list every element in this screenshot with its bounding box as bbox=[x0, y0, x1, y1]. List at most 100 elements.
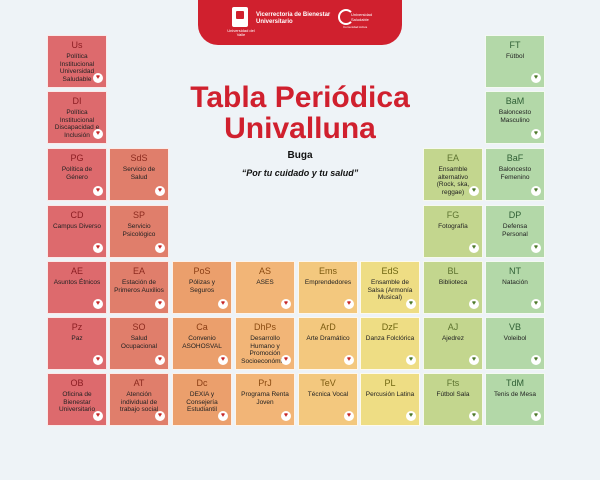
element-symbol: AS bbox=[258, 266, 271, 276]
element-cell-tdm-8-7[interactable]: TdM Tenis de Mesa ♥ bbox=[485, 373, 545, 426]
element-symbol: FG bbox=[446, 210, 460, 220]
element-symbol: FT bbox=[509, 40, 521, 50]
heart-icon: ♥ bbox=[281, 299, 291, 309]
element-cell-pg-1-3[interactable]: PG Política de Género ♥ bbox=[47, 148, 107, 201]
heart-icon: ♥ bbox=[155, 299, 165, 309]
heart-icon: ♥ bbox=[93, 243, 103, 253]
element-cell-eds-6-5[interactable]: EdS Ensamble de Salsa (Armonía Musical) ♥ bbox=[360, 261, 420, 314]
heart-icon: ♥ bbox=[155, 243, 165, 253]
element-cell-baf-8-3[interactable]: BaF Baloncesto Femenino ♥ bbox=[485, 148, 545, 201]
element-cell-ft-8-1[interactable]: FT Fútbol ♥ bbox=[485, 35, 545, 88]
element-cell-ea-2-5[interactable]: EA Estación de Primeros Auxilios ♥ bbox=[109, 261, 169, 314]
element-name: Biblioteca bbox=[438, 279, 468, 286]
element-name: Desarrollo Humano y Promoción Socioeconó… bbox=[241, 335, 289, 365]
element-cell-aj-7-6[interactable]: AJ Ajedrez ♥ bbox=[423, 317, 483, 370]
heart-icon: ♥ bbox=[93, 73, 103, 83]
element-cell-bam-8-2[interactable]: BaM Baloncesto Masculino ♥ bbox=[485, 91, 545, 144]
element-symbol: SP bbox=[132, 210, 145, 220]
element-cell-fts-7-7[interactable]: Fts Fútbol Sala ♥ bbox=[423, 373, 483, 426]
element-cell-pz-1-6[interactable]: Pz Paz ♥ bbox=[47, 317, 107, 370]
element-symbol: TdM bbox=[506, 378, 524, 388]
element-cell-ea-7-3[interactable]: EA Ensamble alternativo (Rock, ska, regga… bbox=[423, 148, 483, 201]
element-cell-tev-5-7[interactable]: TeV Técnica Vocal ♥ bbox=[298, 373, 358, 426]
heart-icon: ♥ bbox=[218, 299, 228, 309]
element-name: Defensa Personal bbox=[502, 223, 528, 238]
element-name: Servicio Psicológico bbox=[122, 223, 156, 238]
element-cell-ems-5-5[interactable]: Ems Emprendedores ♥ bbox=[298, 261, 358, 314]
element-cell-dp-8-4[interactable]: DP Defensa Personal ♥ bbox=[485, 205, 545, 258]
heart-icon: ♥ bbox=[531, 129, 541, 139]
element-cell-us-1-1[interactable]: Us Política Institucional Universidad Sal… bbox=[47, 35, 107, 88]
element-symbol: EA bbox=[132, 266, 145, 276]
heart-icon: ♥ bbox=[469, 299, 479, 309]
element-cell-nt-8-5[interactable]: NT Natación ♥ bbox=[485, 261, 545, 314]
element-name: Fútbol bbox=[505, 53, 525, 60]
heart-icon: ♥ bbox=[155, 355, 165, 365]
slogan: “Por tu cuidado y tu salud” bbox=[241, 168, 359, 178]
element-symbol: DhPs bbox=[253, 322, 276, 332]
element-cell-ob-1-7[interactable]: OB Oficina de Bienestar Universitario ♥ bbox=[47, 373, 107, 426]
element-name: Salud Ocupacional bbox=[120, 335, 158, 350]
element-cell-dc-3-7[interactable]: Dc DEXIA y Consejería Estudiantil ♥ bbox=[172, 373, 232, 426]
element-cell-dzf-6-6[interactable]: DzF Danza Folclórica ♥ bbox=[360, 317, 420, 370]
element-cell-so-2-6[interactable]: SO Salud Ocupacional ♥ bbox=[109, 317, 169, 370]
element-symbol: EdS bbox=[381, 266, 399, 276]
heart-icon: ♥ bbox=[531, 299, 541, 309]
element-symbol: SO bbox=[132, 322, 146, 332]
element-cell-sp-2-4[interactable]: SP Servicio Psicológico ♥ bbox=[109, 205, 169, 258]
element-name: Danza Folclórica bbox=[365, 335, 415, 342]
element-cell-ard-5-6[interactable]: ArD Arte Dramático ♥ bbox=[298, 317, 358, 370]
element-cell-prj-4-7[interactable]: PrJ Programa Renta Joven ♥ bbox=[235, 373, 295, 426]
element-symbol: AJ bbox=[447, 322, 459, 332]
element-cell-bl-7-5[interactable]: BL Biblioteca ♥ bbox=[423, 261, 483, 314]
element-cell-sds-2-3[interactable]: SdS Servicio de Salud ♥ bbox=[109, 148, 169, 201]
element-cell-vb-8-6[interactable]: VB Voleibol ♥ bbox=[485, 317, 545, 370]
element-symbol: OB bbox=[70, 378, 84, 388]
element-cell-pl-6-7[interactable]: PL Percusión Latina ♥ bbox=[360, 373, 420, 426]
element-name: Atención individual de trabajo social bbox=[119, 391, 159, 413]
univalle-logo-icon bbox=[232, 7, 248, 27]
heart-icon: ♥ bbox=[155, 411, 165, 421]
element-symbol: TeV bbox=[320, 378, 336, 388]
element-symbol: ArD bbox=[320, 322, 336, 332]
element-symbol: AE bbox=[70, 266, 83, 276]
element-name: Asuntos Étnicos bbox=[53, 279, 101, 286]
header-banner: Universidad del Valle Vicerrectoría de B… bbox=[198, 0, 402, 45]
heart-icon: ♥ bbox=[281, 411, 291, 421]
heart-icon: ♥ bbox=[469, 411, 479, 421]
element-cell-di-1-2[interactable]: DI Política Institucional Discapacidad e … bbox=[47, 91, 107, 144]
element-symbol: PoS bbox=[193, 266, 211, 276]
element-name: Programa Renta Joven bbox=[241, 391, 289, 406]
element-symbol: PL bbox=[384, 378, 396, 388]
element-symbol: PG bbox=[70, 153, 84, 163]
element-name: Tenis de Mesa bbox=[494, 391, 536, 398]
heart-icon: ♥ bbox=[93, 411, 103, 421]
element-cell-cd-1-4[interactable]: CD Campus Diverso ♥ bbox=[47, 205, 107, 258]
universidad-saludable-logo-icon bbox=[338, 9, 354, 25]
element-symbol: EA bbox=[446, 153, 459, 163]
element-cell-pos-3-5[interactable]: PoS Pólizas y Seguros ♥ bbox=[172, 261, 232, 314]
element-symbol: DI bbox=[72, 96, 82, 106]
element-symbol: Fts bbox=[446, 378, 460, 388]
element-symbol: Pz bbox=[71, 322, 83, 332]
element-name: Política Institucional Universidad Salud… bbox=[59, 53, 95, 83]
heart-icon: ♥ bbox=[469, 355, 479, 365]
element-name: Ensamble alternativo (Rock, ska, reggae) bbox=[436, 166, 470, 196]
element-cell-at-2-7[interactable]: AT Atención individual de trabajo social ♥ bbox=[109, 373, 169, 426]
heart-icon: ♥ bbox=[406, 355, 416, 365]
element-name: Oficina de Bienestar Universitario bbox=[58, 391, 96, 413]
element-name: ASES bbox=[256, 279, 274, 286]
element-cell-fg-7-4[interactable]: FG Fotografía ♥ bbox=[423, 205, 483, 258]
element-cell-dhps-4-6[interactable]: DhPs Desarrollo Humano y Promoción Socioe… bbox=[235, 317, 295, 370]
heart-icon: ♥ bbox=[281, 355, 291, 365]
element-name: Técnica Vocal bbox=[307, 391, 349, 398]
element-cell-as-4-5[interactable]: AS ASES ♥ bbox=[235, 261, 295, 314]
element-name: Pólizas y Seguros bbox=[188, 279, 215, 294]
element-cell-ca-3-6[interactable]: Ca Convenio ASOHOSVAL ♥ bbox=[172, 317, 232, 370]
element-symbol: AT bbox=[133, 378, 145, 388]
element-symbol: Ems bbox=[319, 266, 337, 276]
element-cell-ae-1-5[interactable]: AE Asuntos Étnicos ♥ bbox=[47, 261, 107, 314]
heart-icon: ♥ bbox=[531, 73, 541, 83]
element-name: Voleibol bbox=[503, 335, 527, 342]
element-name: Baloncesto Femenino bbox=[498, 166, 532, 181]
